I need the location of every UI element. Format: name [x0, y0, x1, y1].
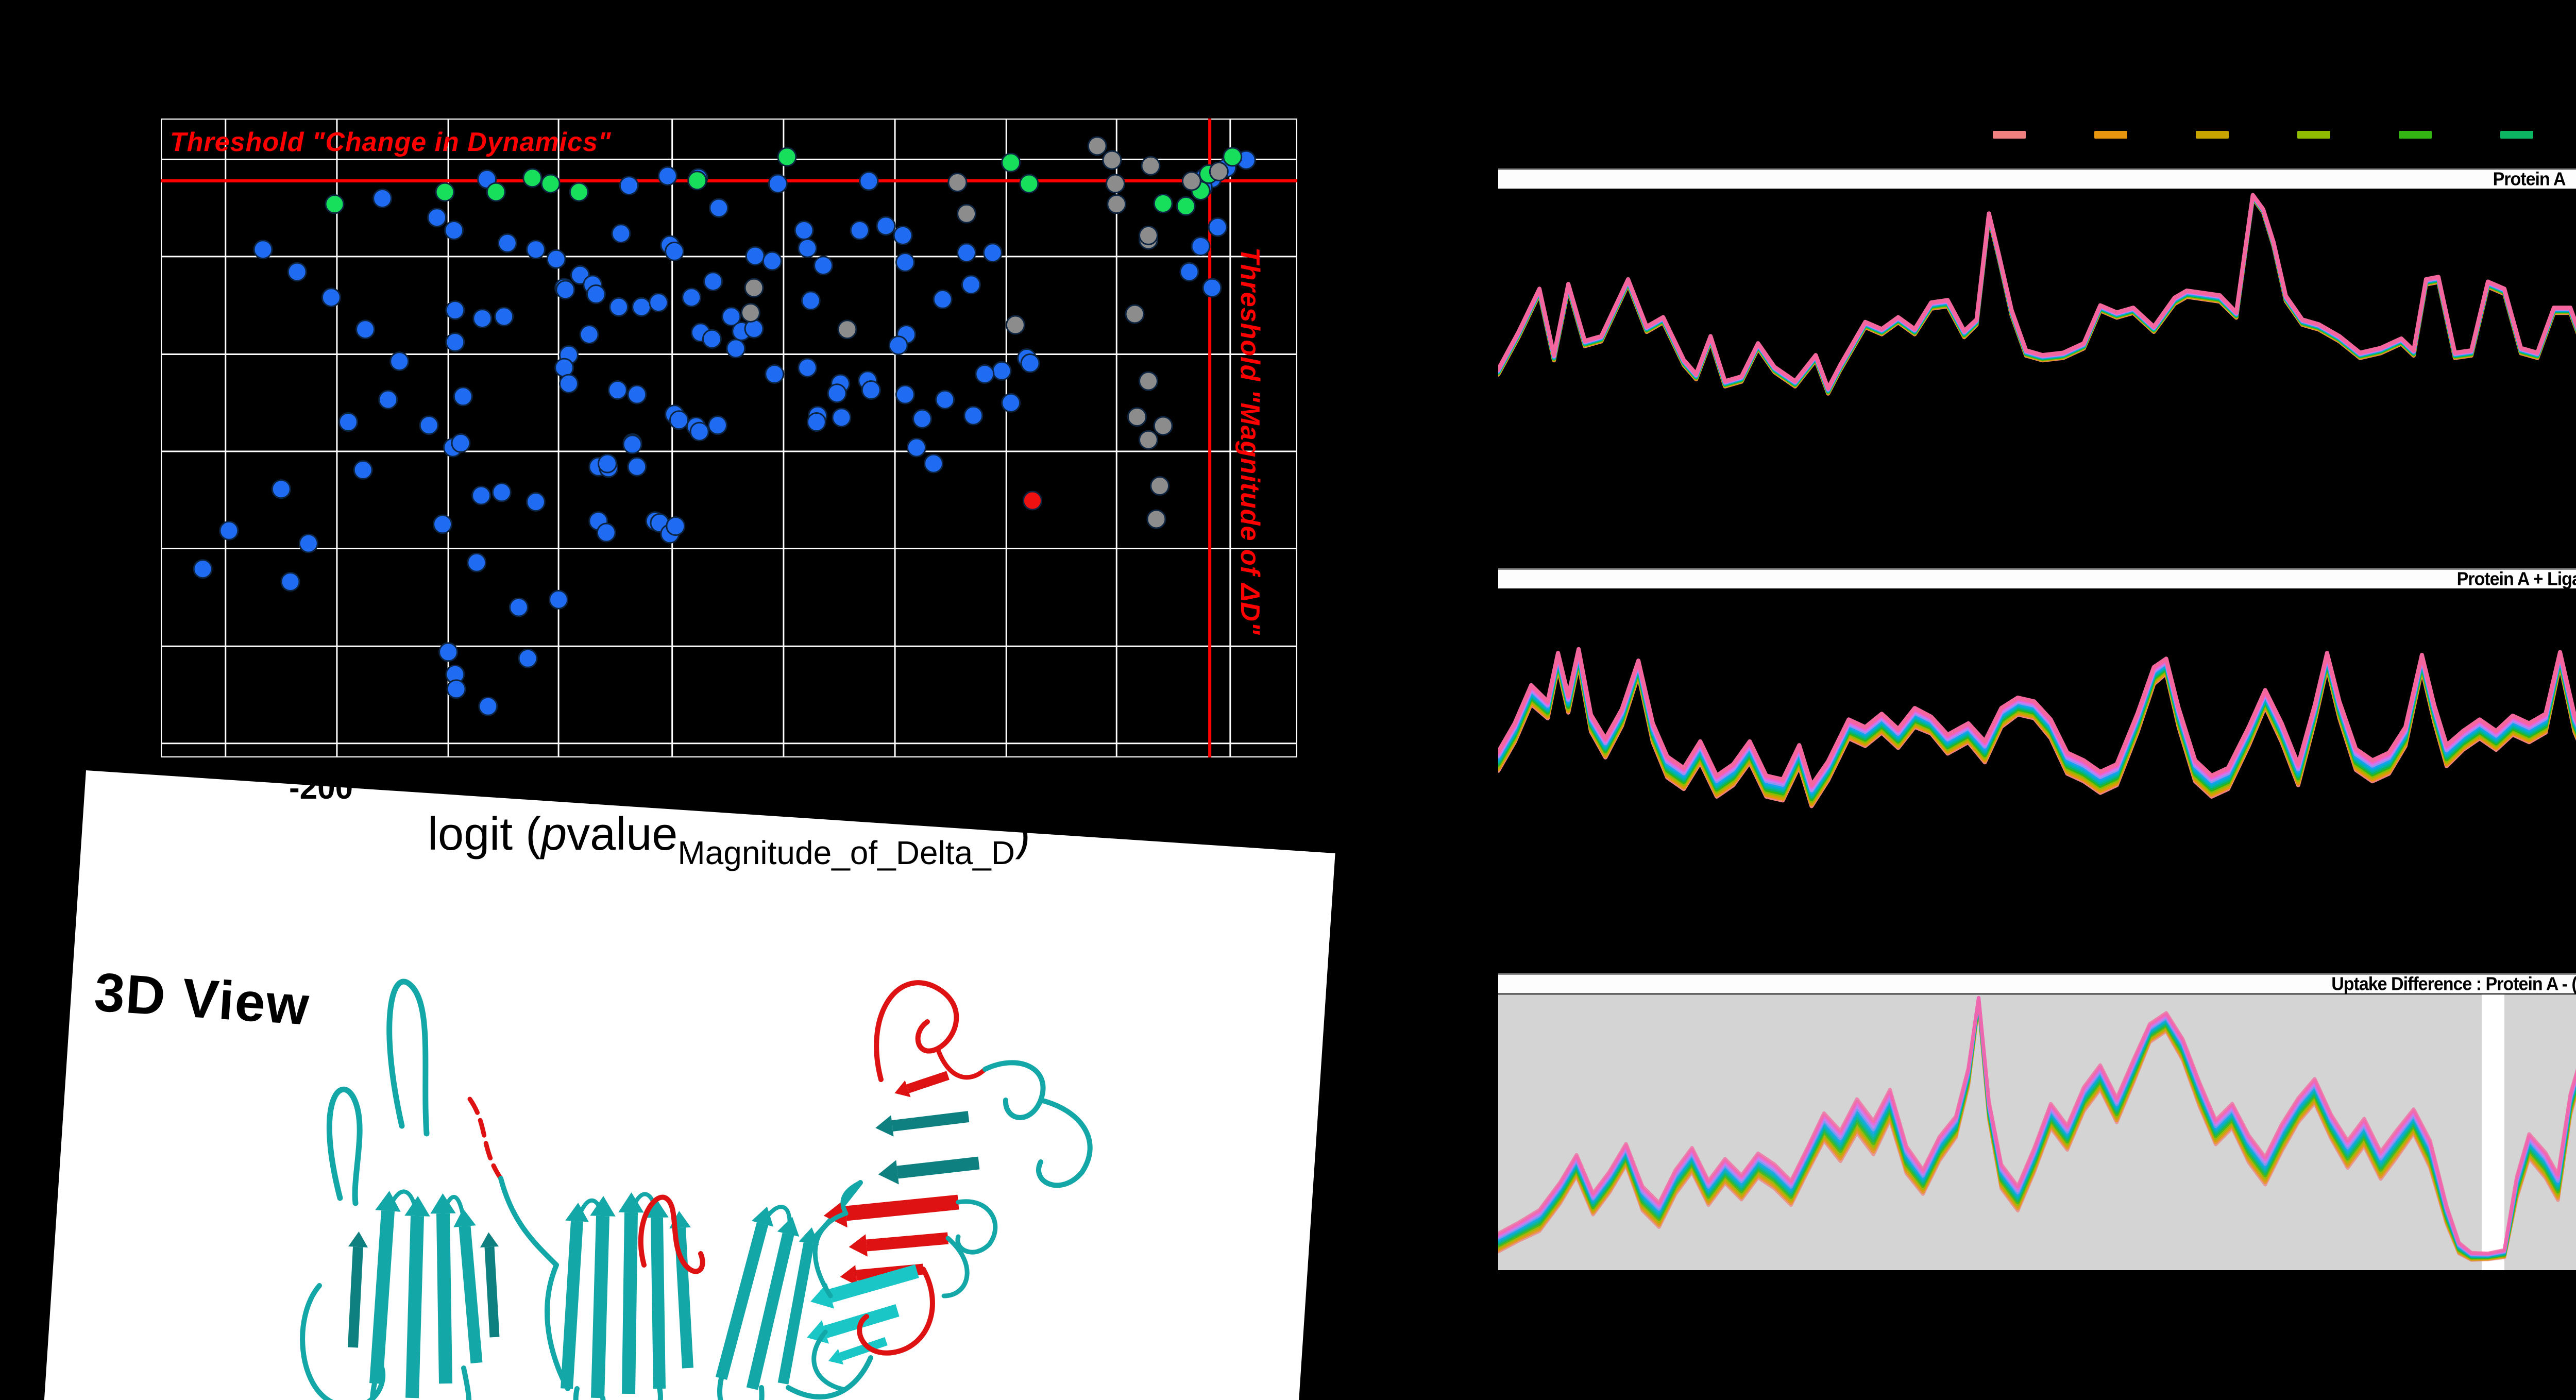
x-tick-label: -200	[289, 770, 353, 806]
panel-title-text: Protein A + Ligand	[2456, 568, 2576, 589]
volcano-plot[interactable]	[161, 119, 1297, 757]
panel-title-text: Uptake Difference : Protein A - (Protein…	[2331, 973, 2576, 994]
threshold-magnitude-label: Threshold "Magnitude of ΔD"	[1235, 247, 1265, 635]
x-tick-label: -100	[512, 770, 576, 806]
protein-ribbon[interactable]	[247, 956, 1123, 1400]
uptake-chart-protein-a[interactable]	[1498, 187, 2576, 424]
panel-title-protein-a-ligand: Protein A + Ligand	[1498, 568, 2576, 589]
volcano-x-axis-label: logit (pvalueMagnitude_of_Delta_D)	[428, 808, 1030, 871]
legend-swatch-timepoint-3[interactable]	[2196, 131, 2229, 139]
legend-swatch-timepoint-6[interactable]	[2500, 131, 2533, 139]
legend-swatch-timepoint-2[interactable]	[2094, 131, 2127, 139]
legend-swatch-timepoint-4[interactable]	[2297, 131, 2330, 139]
legend-swatch-timepoint-5[interactable]	[2399, 131, 2432, 139]
threshold-change-label: Threshold "Change in Dynamics"	[170, 127, 612, 157]
panel-title-uptake-difference: Uptake Difference : Protein A - (Protein…	[1498, 973, 2576, 994]
panel-title-text: Protein A	[2493, 168, 2566, 190]
uptake-difference-chart[interactable]	[1498, 994, 2576, 1270]
legend-swatch-timepoint-1[interactable]	[1993, 131, 2026, 139]
uptake-chart-protein-a-ligand[interactable]	[1498, 618, 2576, 809]
panel-title-protein-a: Protein A	[1498, 168, 2576, 189]
